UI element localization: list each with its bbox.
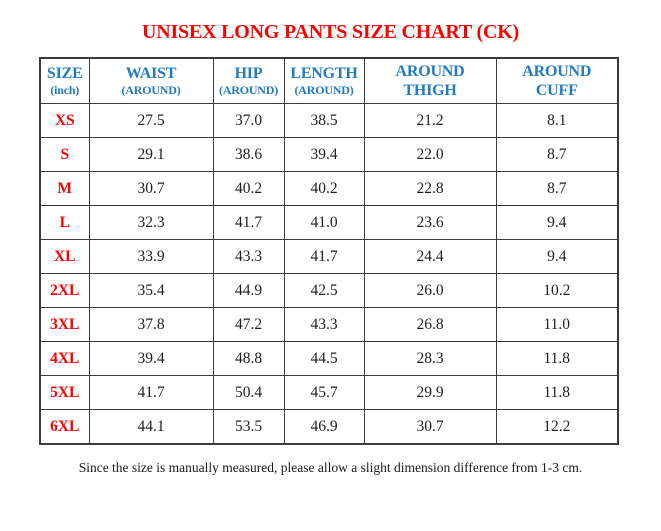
measurement-cell-around-cuff: 11.0 — [495, 307, 619, 342]
measurement-cell-hip: 41.7 — [212, 205, 285, 240]
column-header-hip: HIP (AROUND) — [212, 57, 285, 104]
measurement-cell-hip: 50.4 — [212, 375, 285, 410]
measurement-cell-around-cuff: 11.8 — [495, 341, 619, 376]
measurement-cell-waist: 30.7 — [88, 171, 214, 206]
header-line1: WAIST — [125, 65, 177, 82]
table-body: XS 27.5 37.0 38.5 21.2 8.1 S 29.1 38.6 39.4 22.0 8.… — [39, 103, 619, 445]
measurement-cell-hip: 37.0 — [212, 103, 285, 138]
header-line2: (AROUND) — [294, 83, 354, 97]
measurement-cell-hip: 48.8 — [212, 341, 285, 376]
table-row-6xl: 6XL 44.1 53.5 46.9 30.7 12.2 — [39, 409, 619, 445]
measurement-cell-around-thigh: 22.8 — [363, 171, 497, 206]
measurement-cell-around-thigh: 29.9 — [363, 375, 497, 410]
measurement-cell-around-thigh: 21.2 — [363, 103, 497, 138]
measurement-cell-around-thigh: 26.8 — [363, 307, 497, 342]
header-line1: LENGTH — [290, 65, 358, 82]
column-header-size: SIZE (inch) — [39, 57, 90, 104]
size-label: XL — [39, 239, 90, 274]
measurement-cell-around-thigh: 22.0 — [363, 137, 497, 172]
measurement-cell-waist: 44.1 — [88, 409, 214, 445]
table-row-l: L 32.3 41.7 41.0 23.6 9.4 — [39, 205, 619, 240]
table-row-m: M 30.7 40.2 40.2 22.8 8.7 — [39, 171, 619, 206]
measurement-cell-length: 41.0 — [283, 205, 365, 240]
header-line2: (inch) — [50, 83, 80, 97]
measurement-cell-waist: 37.8 — [88, 307, 214, 342]
page-title: UNISEX LONG PANTS SIZE CHART (CK) — [141, 21, 520, 43]
measurement-cell-hip: 44.9 — [212, 273, 285, 308]
size-label: 2XL — [39, 273, 90, 308]
measurement-cell-waist: 27.5 — [88, 103, 214, 138]
table-row-xs: XS 27.5 37.0 38.5 21.2 8.1 — [39, 103, 619, 138]
table-row-3xl: 3XL 37.8 47.2 43.3 26.8 11.0 — [39, 307, 619, 342]
measurement-cell-around-cuff: 12.2 — [495, 409, 619, 445]
table-row-xl: XL 33.9 43.3 41.7 24.4 9.4 — [39, 239, 619, 274]
measurement-cell-hip: 53.5 — [212, 409, 285, 445]
column-header-around-thigh: AROUND THIGH — [363, 57, 497, 104]
table-row-2xl: 2XL 35.4 44.9 42.5 26.0 10.2 — [39, 273, 619, 308]
measurement-cell-around-cuff: 11.8 — [495, 375, 619, 410]
size-chart-page: UNISEX LONG PANTS SIZE CHART (CK) SIZE (i… — [0, 21, 661, 531]
table-row-s: S 29.1 38.6 39.4 22.0 8.7 — [39, 137, 619, 172]
measurement-cell-around-thigh: 28.3 — [363, 341, 497, 376]
size-label: S — [39, 137, 90, 172]
measurement-cell-hip: 43.3 — [212, 239, 285, 274]
header-line1: SIZE — [46, 65, 83, 82]
measurement-note: Since the size is manually measured, ple… — [78, 460, 583, 475]
size-label: 4XL — [39, 341, 90, 376]
measurement-cell-around-cuff: 8.7 — [495, 137, 619, 172]
column-header-waist: WAIST (AROUND) — [88, 57, 214, 104]
header-line1: AROUND — [522, 63, 592, 80]
measurement-cell-around-cuff: 10.2 — [495, 273, 619, 308]
measurement-cell-length: 44.5 — [283, 341, 365, 376]
measurement-cell-around-thigh: 24.4 — [363, 239, 497, 274]
measurement-cell-length: 45.7 — [283, 375, 365, 410]
size-label: L — [39, 205, 90, 240]
table-row-4xl: 4XL 39.4 48.8 44.5 28.3 11.8 — [39, 341, 619, 376]
measurement-cell-around-thigh: 23.6 — [363, 205, 497, 240]
table-row-5xl: 5XL 41.7 50.4 45.7 29.9 11.8 — [39, 375, 619, 410]
measurement-cell-hip: 40.2 — [212, 171, 285, 206]
size-label: 5XL — [39, 375, 90, 410]
measurement-cell-around-cuff: 8.1 — [495, 103, 619, 138]
measurement-cell-around-cuff: 9.4 — [495, 205, 619, 240]
size-label: 6XL — [39, 409, 90, 445]
size-chart-table: SIZE (inch) WAIST (AROUND) HIP (AROUND) LENGTH… — [39, 57, 619, 445]
measurement-cell-waist: 32.3 — [88, 205, 214, 240]
measurement-cell-around-cuff: 9.4 — [495, 239, 619, 274]
column-header-around-cuff: AROUND CUFF — [495, 57, 619, 104]
header-line2: (AROUND) — [218, 83, 279, 97]
measurement-cell-length: 39.4 — [283, 137, 365, 172]
column-header-length: LENGTH (AROUND) — [283, 57, 365, 104]
header-line2: CUFF — [535, 82, 578, 99]
measurement-cell-length: 42.5 — [283, 273, 365, 308]
header-row: SIZE (inch) WAIST (AROUND) HIP (AROUND) LENGTH… — [39, 57, 619, 104]
measurement-cell-length: 40.2 — [283, 171, 365, 206]
size-label: 3XL — [39, 307, 90, 342]
measurement-cell-around-thigh: 26.0 — [363, 273, 497, 308]
measurement-cell-length: 41.7 — [283, 239, 365, 274]
size-label: M — [39, 171, 90, 206]
measurement-cell-hip: 38.6 — [212, 137, 285, 172]
header-line1: AROUND — [395, 63, 465, 80]
header-line2: THIGH — [403, 82, 457, 99]
measurement-cell-waist: 29.1 — [88, 137, 214, 172]
measurement-cell-length: 43.3 — [283, 307, 365, 342]
header-line1: HIP — [234, 65, 263, 82]
measurement-cell-length: 46.9 — [283, 409, 365, 445]
measurement-cell-waist: 35.4 — [88, 273, 214, 308]
measurement-cell-waist: 33.9 — [88, 239, 214, 274]
measurement-cell-around-thigh: 30.7 — [363, 409, 497, 445]
measurement-cell-around-cuff: 8.7 — [495, 171, 619, 206]
header-line2: (AROUND) — [121, 83, 181, 97]
table-header: SIZE (inch) WAIST (AROUND) HIP (AROUND) LENGTH… — [39, 57, 619, 104]
measurement-cell-hip: 47.2 — [212, 307, 285, 342]
measurement-cell-waist: 39.4 — [88, 341, 214, 376]
measurement-cell-length: 38.5 — [283, 103, 365, 138]
measurement-cell-waist: 41.7 — [88, 375, 214, 410]
size-label: XS — [39, 103, 90, 138]
